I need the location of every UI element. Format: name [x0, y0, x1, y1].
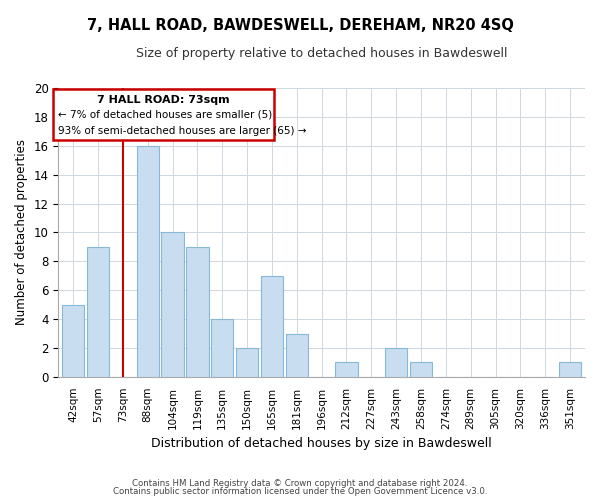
Text: 7 HALL ROAD: 73sqm: 7 HALL ROAD: 73sqm — [97, 94, 230, 104]
Bar — [87, 247, 109, 377]
Bar — [410, 362, 432, 377]
Bar — [186, 247, 209, 377]
FancyBboxPatch shape — [53, 90, 274, 140]
X-axis label: Distribution of detached houses by size in Bawdeswell: Distribution of detached houses by size … — [151, 437, 492, 450]
Title: Size of property relative to detached houses in Bawdeswell: Size of property relative to detached ho… — [136, 48, 508, 60]
Text: ← 7% of detached houses are smaller (5): ← 7% of detached houses are smaller (5) — [58, 110, 272, 120]
Bar — [385, 348, 407, 377]
Bar — [261, 276, 283, 377]
Text: Contains HM Land Registry data © Crown copyright and database right 2024.: Contains HM Land Registry data © Crown c… — [132, 478, 468, 488]
Text: Contains public sector information licensed under the Open Government Licence v3: Contains public sector information licen… — [113, 487, 487, 496]
Bar — [62, 304, 85, 377]
Bar — [559, 362, 581, 377]
Bar — [236, 348, 258, 377]
Bar — [211, 319, 233, 377]
Y-axis label: Number of detached properties: Number of detached properties — [15, 140, 28, 326]
Bar — [137, 146, 159, 377]
Text: 93% of semi-detached houses are larger (65) →: 93% of semi-detached houses are larger (… — [58, 126, 307, 136]
Bar — [335, 362, 358, 377]
Bar — [161, 232, 184, 377]
Text: 7, HALL ROAD, BAWDESWELL, DEREHAM, NR20 4SQ: 7, HALL ROAD, BAWDESWELL, DEREHAM, NR20 … — [86, 18, 514, 32]
Bar — [286, 334, 308, 377]
